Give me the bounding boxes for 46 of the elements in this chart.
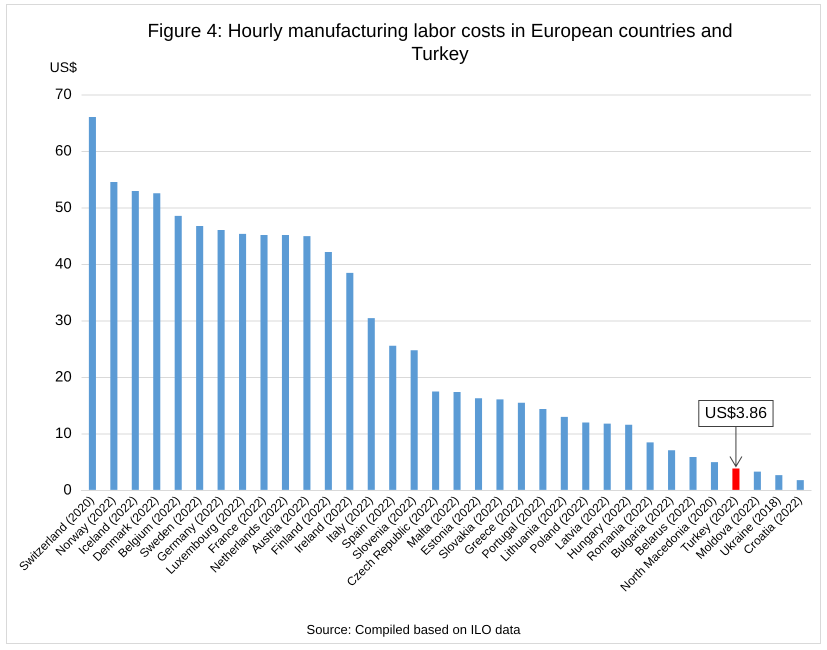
bar <box>196 226 204 490</box>
y-tick-label: 40 <box>54 256 72 273</box>
bar <box>732 468 740 490</box>
bar <box>132 191 139 490</box>
y-axis-title: US$ <box>50 58 78 75</box>
bar <box>110 182 118 490</box>
bar <box>625 424 632 490</box>
annotation: US$3.86 <box>704 404 768 422</box>
bar <box>454 392 461 490</box>
bar <box>518 402 525 490</box>
bar <box>346 272 354 490</box>
y-tick-label: 70 <box>54 86 72 104</box>
bar <box>710 462 718 490</box>
bar <box>560 416 568 490</box>
bar <box>174 216 182 490</box>
bar <box>368 318 375 490</box>
bar <box>303 236 310 490</box>
bar <box>218 230 225 490</box>
y-tick-label: 20 <box>54 368 72 386</box>
bar <box>324 252 332 490</box>
bar <box>689 456 697 490</box>
bar <box>410 350 418 490</box>
bar <box>496 399 504 490</box>
bar <box>754 472 761 490</box>
bar <box>582 422 590 490</box>
bar <box>153 193 160 490</box>
y-tick-label: 10 <box>54 424 72 442</box>
bar <box>775 475 782 490</box>
bar <box>539 408 546 490</box>
bar <box>474 398 482 490</box>
bar <box>432 391 440 490</box>
bar <box>282 235 290 490</box>
bar <box>668 450 676 490</box>
bar <box>604 424 611 490</box>
bar <box>646 442 654 490</box>
bar <box>796 480 804 490</box>
y-tick-label: 30 <box>54 312 72 330</box>
chart-title: Figure 4: Hourly manufacturing labor costs in European countries and Turkey <box>146 20 734 66</box>
bar <box>389 346 396 490</box>
bar <box>260 235 268 490</box>
bar <box>239 234 246 490</box>
bar <box>88 117 96 490</box>
source-note: Source: Compiled based on ILO data <box>306 622 522 637</box>
y-tick-label: 0 <box>63 481 72 498</box>
y-tick-label: 60 <box>54 142 72 160</box>
y-tick-label: 50 <box>54 199 72 216</box>
